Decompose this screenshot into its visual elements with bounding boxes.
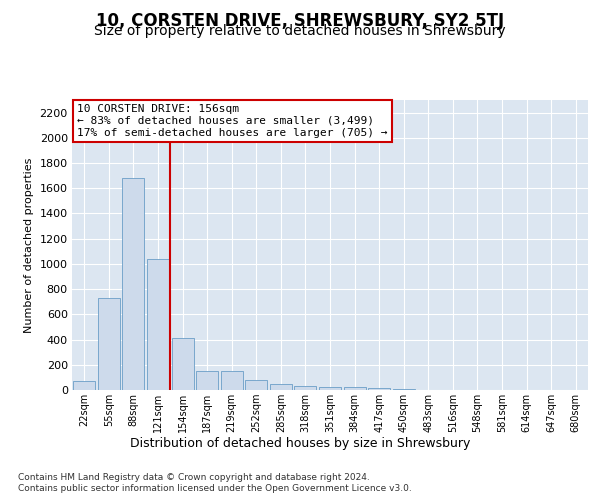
Bar bbox=[368, 388, 390, 390]
Bar bbox=[295, 386, 316, 390]
Bar bbox=[172, 338, 194, 390]
Text: 10, CORSTEN DRIVE, SHREWSBURY, SY2 5TJ: 10, CORSTEN DRIVE, SHREWSBURY, SY2 5TJ bbox=[96, 12, 504, 30]
Bar bbox=[122, 178, 145, 390]
Bar bbox=[245, 380, 268, 390]
Bar bbox=[319, 387, 341, 390]
Bar bbox=[147, 259, 169, 390]
Text: Distribution of detached houses by size in Shrewsbury: Distribution of detached houses by size … bbox=[130, 438, 470, 450]
Bar bbox=[196, 371, 218, 390]
Text: 10 CORSTEN DRIVE: 156sqm
← 83% of detached houses are smaller (3,499)
17% of sem: 10 CORSTEN DRIVE: 156sqm ← 83% of detach… bbox=[77, 104, 388, 138]
Bar bbox=[270, 384, 292, 390]
Bar bbox=[344, 388, 365, 390]
Text: Contains public sector information licensed under the Open Government Licence v3: Contains public sector information licen… bbox=[18, 484, 412, 493]
Text: Size of property relative to detached houses in Shrewsbury: Size of property relative to detached ho… bbox=[94, 24, 506, 38]
Text: Contains HM Land Registry data © Crown copyright and database right 2024.: Contains HM Land Registry data © Crown c… bbox=[18, 472, 370, 482]
Y-axis label: Number of detached properties: Number of detached properties bbox=[24, 158, 34, 332]
Bar bbox=[221, 371, 243, 390]
Bar bbox=[73, 380, 95, 390]
Bar bbox=[98, 298, 120, 390]
